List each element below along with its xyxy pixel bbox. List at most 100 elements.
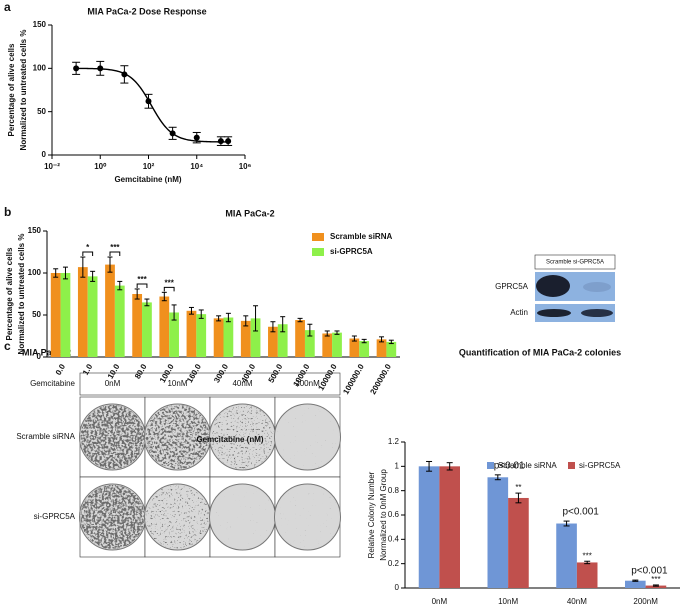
blot-band: [583, 282, 611, 292]
y-tick-label: 0.8: [388, 486, 400, 495]
bar: [240, 320, 251, 357]
data-point: [225, 138, 232, 145]
bar: [439, 466, 460, 588]
bar: [625, 580, 646, 588]
well-colonies: [275, 405, 340, 469]
legend-swatch: [568, 462, 575, 469]
error-bar: [253, 305, 259, 332]
x-tick-label: 200nM: [633, 597, 658, 606]
blot-row-label: GPRC5A: [495, 282, 529, 291]
legend-label: si-GPRC5A: [330, 247, 373, 256]
blot-band: [536, 275, 570, 297]
well-colonies: [80, 405, 145, 469]
bar: [645, 585, 667, 588]
bar: [87, 276, 98, 357]
data-point: [217, 138, 224, 145]
error-bar: [297, 317, 303, 323]
error-bar: [584, 560, 591, 565]
colony-grid: 0nM 10nM 40nM 200nM: [79, 379, 341, 558]
y-tick-label: 150: [33, 20, 47, 29]
legend-swatch: [312, 233, 324, 241]
bar: [132, 294, 143, 357]
x-tick-label: 10nM: [498, 597, 518, 606]
x-axis-label: Gemcitabine (nM): [114, 175, 181, 184]
well-colonies: [275, 485, 340, 549]
bar: [77, 267, 88, 357]
error-bar: [379, 336, 385, 343]
x-tick-label: 40nM: [567, 597, 587, 606]
legend-label: si-GPRC5A: [579, 461, 621, 470]
bar: [359, 341, 370, 357]
colony-row-label: Scramble siRNA: [16, 432, 75, 441]
chart-title: Quantification of MIA PaCa-2 colonies: [459, 347, 621, 357]
x-tick-label: 10⁰: [94, 162, 107, 171]
bar: [114, 285, 125, 357]
legend-label: Scramble siRNA: [498, 461, 557, 470]
bar: [142, 302, 152, 357]
legend-swatch: [312, 248, 324, 256]
error-bar: [62, 266, 68, 280]
error-bar: [334, 330, 340, 335]
x-tick-label: 10⁻²: [44, 162, 60, 171]
error-bar: [80, 256, 86, 278]
error-bar: [225, 312, 231, 323]
data-point: [97, 65, 104, 72]
significance-bracket: [163, 286, 175, 292]
error-bar: [243, 315, 249, 327]
error-bar: [161, 291, 167, 302]
x-tick-label: 200000.0: [369, 362, 394, 396]
chart-title: MIA PaCa-2: [225, 208, 274, 218]
y-tick-label: 0: [395, 583, 400, 592]
y-axis-label: Percentage of alive cells: [5, 247, 14, 340]
blot-header-box: [534, 254, 616, 270]
y-tick-label: 0.4: [388, 534, 400, 543]
bar: [322, 333, 333, 357]
bar: [250, 318, 261, 357]
bar: [268, 326, 278, 357]
error-bar: [53, 268, 59, 278]
data-point: [121, 71, 128, 78]
bar: [508, 497, 529, 588]
bar: [295, 320, 305, 357]
bar: [196, 314, 207, 357]
error-bar: [188, 306, 194, 315]
data-point: [73, 65, 80, 72]
error-bar: [446, 462, 453, 471]
error-bar: [107, 256, 113, 273]
p-value-label: p<0.001: [631, 566, 668, 577]
data-point: [193, 134, 200, 141]
bar: [304, 330, 315, 357]
x-axis-label: Gemcitabine (nM): [196, 435, 263, 444]
error-bar: [515, 492, 522, 504]
error-bar: [117, 280, 123, 291]
y-axis-label: Normalized to untreated cells %: [17, 234, 26, 355]
y-tick-label: 0.6: [388, 510, 400, 519]
bar: [60, 273, 71, 357]
data-point: [169, 130, 176, 137]
well-colonies: [210, 405, 275, 469]
bar: [277, 324, 288, 357]
significance: ***: [165, 278, 175, 287]
blot-band: [581, 309, 613, 317]
bar: [556, 523, 577, 588]
error-bar: [216, 315, 222, 322]
error-bar: [361, 338, 367, 344]
colony-column-label: 10nM: [167, 379, 187, 388]
significance: **: [515, 483, 521, 492]
well-colonies: [145, 405, 210, 469]
error-bar: [171, 304, 177, 321]
error-bar: [90, 270, 96, 282]
significance: ***: [137, 275, 147, 284]
significance-bracket: [109, 251, 121, 257]
blot-band: [537, 309, 571, 317]
colony-row-label: si-GPRC5A: [34, 512, 76, 521]
significance: *: [86, 243, 90, 252]
error-bar: [426, 460, 433, 472]
x-tick-label: 0.0: [54, 362, 68, 377]
error-bar: [144, 298, 150, 307]
significance: ***: [651, 575, 660, 584]
y-axis-label: Normalized to untreated cells %: [19, 30, 28, 151]
bar: [213, 318, 224, 357]
well-colonies: [145, 485, 210, 549]
